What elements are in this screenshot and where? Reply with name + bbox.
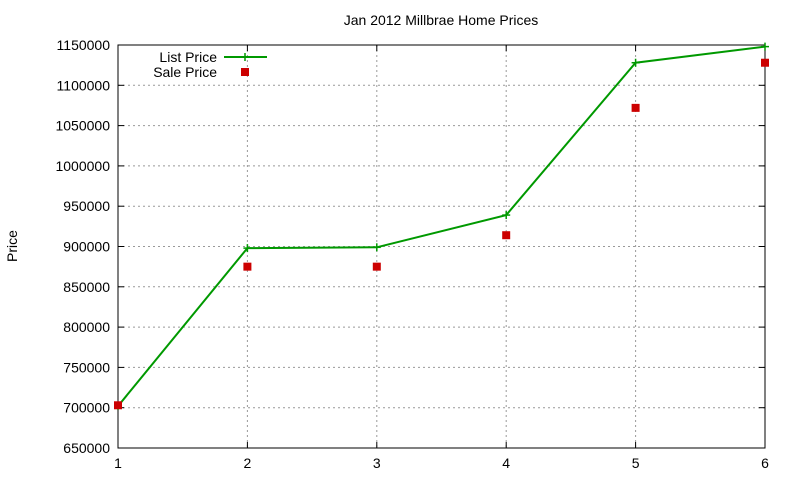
y-tick-label: 900000 — [63, 239, 110, 255]
y-axis-label: Price — [4, 230, 20, 262]
data-point — [631, 58, 640, 67]
x-tick-label: 6 — [761, 455, 769, 471]
y-tick-label: 1050000 — [55, 118, 110, 134]
x-tick-label: 4 — [502, 455, 510, 471]
data-point — [502, 211, 511, 220]
series-line — [117, 45, 766, 407]
data-point — [114, 401, 122, 410]
legend-label: Sale Price — [153, 64, 217, 80]
data-point — [243, 262, 252, 271]
grid-lines — [118, 45, 765, 448]
y-tick-label: 1150000 — [57, 37, 111, 53]
x-tick-label: 3 — [373, 455, 381, 471]
y-tick-label: 750000 — [63, 359, 110, 375]
data-point — [502, 231, 511, 240]
legend-marker — [241, 68, 249, 76]
data-point — [372, 262, 381, 271]
y-tick-label: 700000 — [63, 400, 110, 416]
y-tick-label: 1100000 — [57, 77, 111, 93]
data-point — [761, 58, 769, 67]
tick-marks — [117, 44, 766, 449]
data-point — [631, 103, 640, 112]
y-tick-label: 650000 — [63, 440, 110, 456]
chart-title: Jan 2012 Millbrae Home Prices — [344, 12, 539, 28]
series-1 — [114, 42, 769, 411]
series-layer — [114, 42, 769, 411]
plot-frame — [117, 44, 766, 449]
legend-marker — [241, 53, 249, 61]
y-tick-labels: 650000 700000 750000 800000 850000 900000 9500… — [55, 37, 110, 456]
data-point — [243, 244, 252, 253]
x-tick-label: 2 — [244, 455, 252, 471]
x-tick-labels: 1 2 3 4 5 6 — [114, 455, 769, 471]
data-point — [372, 243, 381, 252]
y-tick-label: 850000 — [63, 279, 110, 295]
y-tick-label: 1000000 — [55, 158, 110, 174]
y-tick-label: 950000 — [63, 198, 110, 214]
series-2 — [114, 58, 769, 410]
y-tick-label: 800000 — [63, 319, 110, 335]
legend-label: List Price — [159, 49, 217, 65]
data-point — [761, 42, 769, 51]
x-tick-label: 1 — [114, 455, 122, 471]
x-tick-label: 5 — [632, 455, 640, 471]
